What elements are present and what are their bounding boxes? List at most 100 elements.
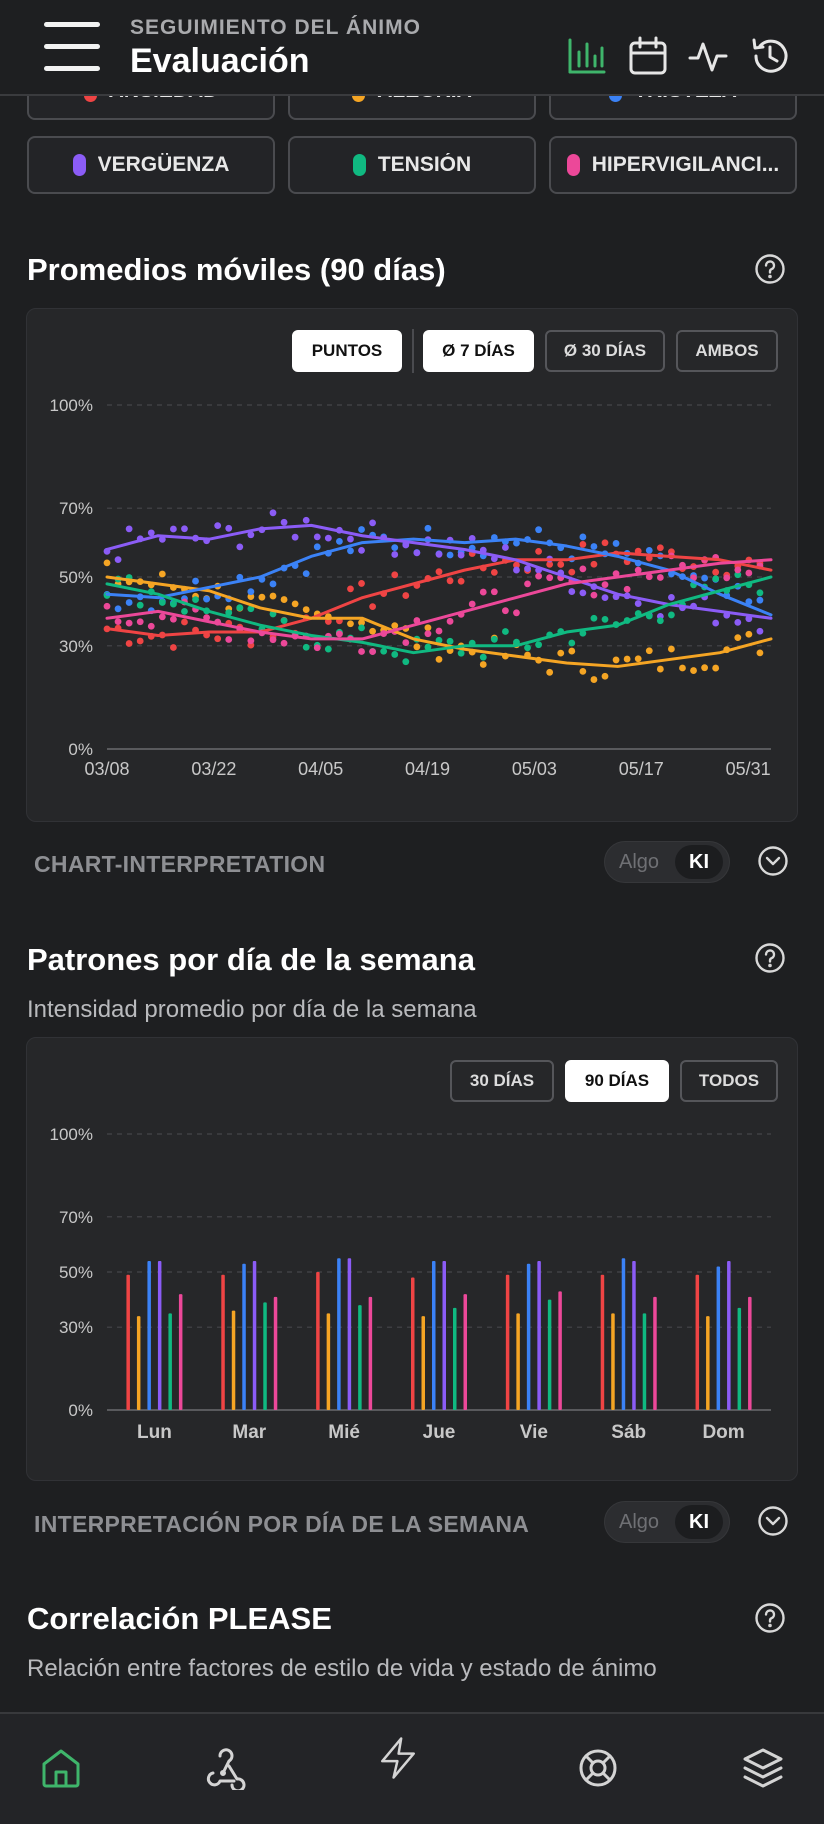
data-point — [457, 551, 465, 559]
x-tick-label: Mar — [232, 1422, 266, 1443]
bar — [273, 1296, 278, 1410]
data-point — [645, 546, 653, 554]
y-tick-label: 50% — [59, 568, 93, 587]
y-tick-label: 30% — [59, 1318, 93, 1337]
layers-icon[interactable] — [741, 1746, 785, 1790]
data-point — [601, 581, 609, 589]
emotion-chip-hypervigilance[interactable]: HIPERVIGILANCI... — [549, 136, 797, 194]
bar — [231, 1310, 236, 1410]
bar — [463, 1294, 467, 1410]
weekday-interpretation-row[interactable]: INTERPRETACIÓN POR DÍA DE LA SEMANA Algo… — [0, 1501, 824, 1551]
data-point — [247, 605, 255, 613]
webhook-icon[interactable] — [203, 1746, 247, 1793]
bar-chart-icon[interactable] — [566, 36, 606, 76]
data-point — [524, 565, 531, 573]
weekday-chart-card: 30 DÍAS 90 DÍAS TODOS 100% 70% 50% 30% 0% Lun… — [26, 1037, 798, 1481]
data-point — [568, 639, 576, 647]
help-icon[interactable] — [754, 942, 786, 974]
bar — [505, 1274, 510, 1410]
hamburger-menu-button[interactable] — [44, 22, 100, 72]
data-point — [568, 568, 576, 576]
toggle-option-algo[interactable]: Algo — [619, 1511, 660, 1533]
help-icon[interactable] — [754, 253, 786, 285]
data-point — [679, 664, 686, 672]
data-point — [590, 543, 598, 550]
data-point — [336, 537, 343, 545]
data-point — [358, 526, 365, 533]
y-tick-label: 0% — [68, 1401, 93, 1420]
y-tick-label: 100% — [50, 1125, 93, 1144]
app-subtitle: SEGUIMIENTO DEL ÁNIMO — [130, 16, 421, 39]
data-point — [579, 565, 587, 573]
x-tick-label: Jue — [423, 1422, 456, 1443]
data-point — [568, 588, 576, 595]
data-point — [579, 533, 587, 541]
emotion-chip-shame[interactable]: VERGÜENZA — [27, 136, 275, 194]
data-point — [690, 667, 697, 674]
chart-interpretation-row[interactable]: CHART-INTERPRETATION Algo KI — [0, 841, 824, 891]
bar — [252, 1260, 257, 1410]
calendar-icon[interactable] — [628, 36, 668, 76]
toggle-option-ki[interactable]: KI — [675, 1505, 723, 1539]
help-icon[interactable] — [754, 1602, 786, 1634]
toggle-option-ki[interactable]: KI — [675, 845, 723, 879]
data-point — [745, 569, 753, 577]
data-point — [369, 648, 376, 656]
data-point — [612, 540, 620, 547]
activity-icon[interactable] — [688, 36, 728, 76]
toggle-option-algo[interactable]: Algo — [619, 851, 660, 873]
90-days-button[interactable]: 90 DÍAS — [565, 1060, 669, 1102]
lightning-icon[interactable] — [376, 1736, 446, 1806]
menu-bar — [44, 22, 100, 27]
home-icon[interactable] — [39, 1746, 83, 1790]
data-point — [269, 580, 277, 588]
divider — [412, 329, 414, 373]
data-point — [369, 603, 376, 611]
weekday-subtitle: Intensidad promedio por día de la semana — [27, 996, 477, 1023]
emotion-chip-tension[interactable]: TENSIÓN — [288, 136, 536, 194]
algo-ki-toggle[interactable]: Algo KI — [604, 1501, 730, 1543]
data-point — [158, 613, 166, 621]
data-point — [590, 614, 598, 622]
x-tick-label: 04/19 — [405, 759, 450, 779]
data-point — [756, 649, 764, 657]
all-button[interactable]: TODOS — [680, 1060, 778, 1102]
avg-30-days-button[interactable]: Ø 30 DÍAS — [545, 330, 665, 372]
bar — [716, 1266, 721, 1410]
avg-7-days-button[interactable]: Ø 7 DÍAS — [423, 330, 534, 372]
data-point — [136, 637, 144, 645]
data-point — [656, 544, 664, 552]
data-point — [546, 560, 554, 568]
data-point — [302, 643, 310, 651]
page-title: Evaluación — [130, 42, 310, 80]
both-button[interactable]: AMBOS — [676, 330, 778, 372]
data-point — [225, 524, 233, 532]
app-header: SEGUIMIENTO DEL ÁNIMO Evaluación — [0, 0, 824, 96]
data-point — [579, 589, 587, 597]
bar — [642, 1313, 647, 1410]
data-point — [236, 573, 244, 581]
30-days-button[interactable]: 30 DÍAS — [450, 1060, 554, 1102]
lifebuoy-icon[interactable] — [576, 1746, 620, 1790]
data-point — [701, 664, 708, 672]
data-point — [513, 539, 520, 547]
data-point — [446, 637, 454, 645]
data-point — [302, 516, 310, 524]
chevron-down-icon[interactable] — [757, 1505, 789, 1537]
data-point — [623, 585, 631, 593]
data-point — [546, 668, 554, 676]
data-point — [734, 571, 742, 579]
data-point — [402, 592, 410, 599]
data-point — [236, 543, 244, 551]
points-button[interactable]: PUNTOS — [292, 330, 402, 372]
series-line — [105, 575, 773, 655]
algo-ki-toggle[interactable]: Algo KI — [604, 841, 730, 883]
bar — [421, 1316, 425, 1410]
chevron-down-icon[interactable] — [757, 845, 789, 877]
data-point — [668, 645, 675, 653]
data-point — [734, 634, 742, 642]
history-icon[interactable] — [750, 36, 790, 76]
data-point — [424, 643, 432, 651]
y-tick-label: 0% — [68, 740, 93, 759]
data-point — [358, 619, 365, 627]
